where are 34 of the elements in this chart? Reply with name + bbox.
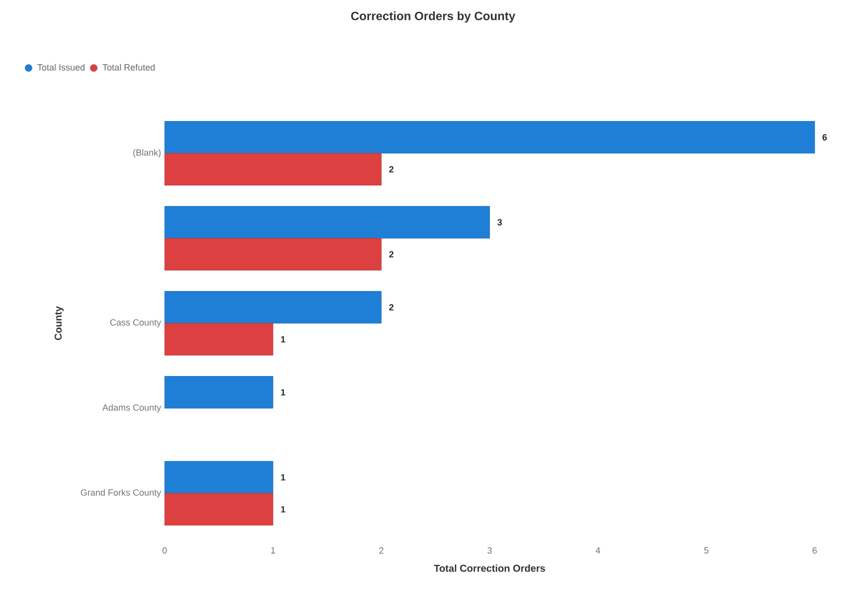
data-label: 1 — [281, 506, 286, 512]
bar — [164, 291, 382, 324]
data-label: 3 — [497, 219, 502, 226]
data-label: 2 — [389, 304, 394, 310]
data-label: 2 — [389, 166, 394, 172]
bar — [164, 376, 274, 408]
x-tick-label: 2 — [379, 547, 384, 554]
y-tick-label: Cass County — [110, 319, 162, 328]
chart-title: Correction Orders by County — [351, 11, 516, 23]
bar — [164, 493, 274, 526]
x-tick-label: 1 — [271, 547, 276, 554]
bar — [164, 153, 382, 186]
data-label: 6 — [822, 134, 827, 140]
x-tick-label: 0 — [162, 547, 167, 554]
x-tick-label: 4 — [596, 547, 600, 554]
bar — [164, 323, 274, 356]
data-label: 1 — [281, 474, 286, 480]
bar — [164, 238, 382, 270]
data-label: 1 — [281, 389, 286, 396]
y-tick-label: Grand Forks County — [80, 489, 162, 498]
bar — [164, 206, 490, 238]
x-tick-label: 5 — [704, 547, 708, 554]
y-tick-label: Adams County — [102, 404, 162, 412]
y-axis-title: County — [54, 306, 64, 340]
x-tick-label: 6 — [812, 547, 817, 554]
x-tick-label: 3 — [488, 547, 492, 554]
legend-label: Total Refuted — [102, 64, 155, 71]
x-axis-title: Total Correction Orders — [434, 564, 546, 572]
y-tick-label: (Blank) — [133, 149, 161, 158]
data-label: 1 — [281, 336, 286, 342]
bar — [164, 461, 274, 494]
data-label: 2 — [389, 251, 394, 258]
legend-label: Total Issued — [37, 64, 84, 71]
bar — [164, 121, 815, 154]
